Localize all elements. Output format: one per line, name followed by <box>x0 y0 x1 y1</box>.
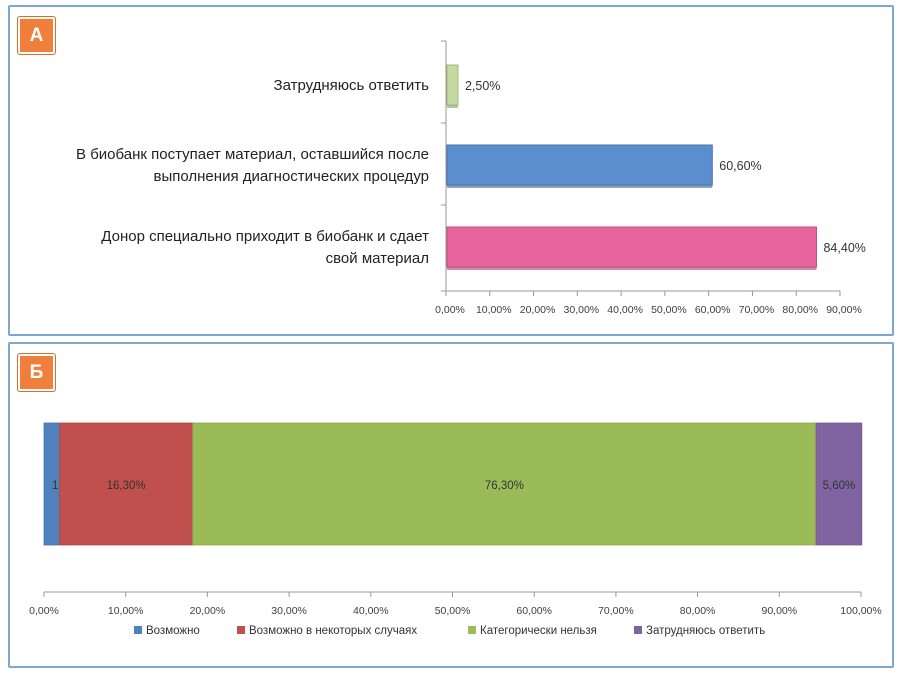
data-label: 16,30% <box>107 480 146 492</box>
x-tick-label: 60,00% <box>695 304 731 316</box>
bar-shadow <box>447 267 817 270</box>
x-tick-label: 90,00% <box>761 605 797 617</box>
x-tick-label: 40,00% <box>353 605 389 617</box>
x-tick-label: 80,00% <box>782 304 818 316</box>
bar-shadow <box>447 185 713 188</box>
data-label: 84,40% <box>823 241 865 255</box>
x-tick-label: 60,00% <box>516 605 552 617</box>
legend-swatch <box>468 626 476 634</box>
x-tick-label: 40,00% <box>607 304 643 316</box>
category-label: В биобанк поступает материал, оставшийся… <box>76 146 429 163</box>
legend-swatch <box>634 626 642 634</box>
legend-swatch <box>237 626 245 634</box>
panel-b: Б 0,00% 10,00% 20,00% 30,00% 40,00% 50,00% 60,… <box>8 342 894 668</box>
x-tick-label: 20,00% <box>190 605 226 617</box>
bar-segment <box>59 422 194 546</box>
bar-shadow <box>447 105 458 108</box>
x-tick-label: 70,00% <box>598 605 634 617</box>
legend-label: Возможно <box>146 625 200 637</box>
x-tick-label: 0,00% <box>435 304 465 316</box>
category-label: Затрудняюсь ответить <box>274 77 430 94</box>
x-tick-label: 90,00% <box>826 304 862 316</box>
x-tick-label: 10,00% <box>108 605 144 617</box>
panel-a-label: А <box>18 17 55 54</box>
bar-segment <box>815 422 863 546</box>
category-label: Донор специально приходит в биобанк и сд… <box>101 228 429 245</box>
legend-label: Категорически нельзя <box>480 625 597 637</box>
x-tick-label: 0,00% <box>29 605 59 617</box>
bar <box>446 226 817 268</box>
data-label: 2,50% <box>465 79 500 93</box>
chart-b: 0,00% 10,00% 20,00% 30,00% 40,00% 50,00% 60,00… <box>29 422 882 637</box>
legend-label: Возможно в некоторых случаях <box>249 625 417 637</box>
data-label: 76,30% <box>485 480 524 492</box>
x-tick-label: 30,00% <box>564 304 600 316</box>
bar <box>446 144 713 186</box>
data-label: 5,60% <box>823 480 856 492</box>
bar-segment <box>192 422 817 546</box>
data-label: 60,60% <box>719 159 761 173</box>
legend-swatch <box>134 626 142 634</box>
x-tick-label: 50,00% <box>651 304 687 316</box>
x-tick-label: 100,00% <box>840 605 881 617</box>
chart-a: 0,00% 10,00% 20,00% 30,00% 40,00% 50,00% 60,00… <box>76 40 866 316</box>
bar <box>446 64 459 106</box>
panel-b-label: Б <box>18 354 55 391</box>
x-tick-label: 10,00% <box>476 304 512 316</box>
x-tick-label: 70,00% <box>739 304 775 316</box>
category-label: выполнения диагностических процедур <box>154 168 429 185</box>
panel-a: А 0,00% 10,00% 20,00% 30,00% 40,00% 50,00% 60,… <box>8 5 894 336</box>
category-label: свой материал <box>326 250 429 267</box>
x-tick-label: 50,00% <box>435 605 471 617</box>
x-tick-label: 20,00% <box>520 304 556 316</box>
x-tick-label: 30,00% <box>271 605 307 617</box>
legend-label: Затрудняюсь ответить <box>646 625 765 637</box>
x-tick-label: 80,00% <box>680 605 716 617</box>
